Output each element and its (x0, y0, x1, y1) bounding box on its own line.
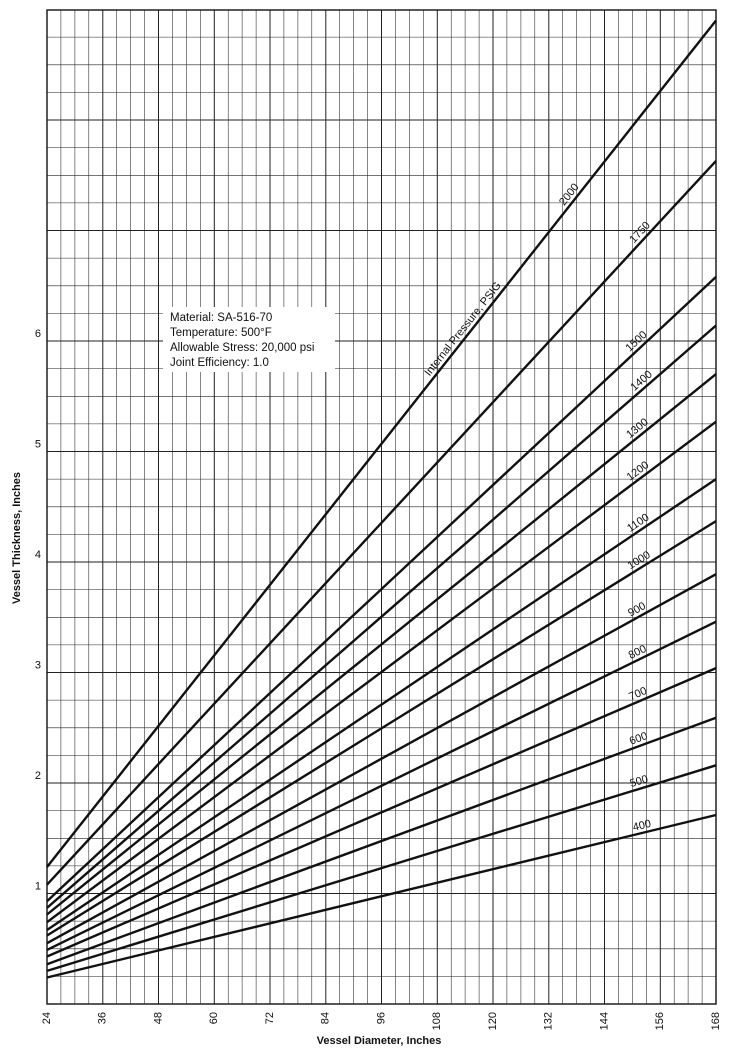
temperature-note: Temperature: 500°F (170, 327, 272, 339)
pressure-curve-400 (46, 813, 717, 979)
x-tick-label-96: 96 (375, 1012, 387, 1024)
x-tick-label-72: 72 (264, 1012, 276, 1024)
specification-box-background (163, 307, 335, 372)
plot-frame (46, 9, 717, 1005)
pressure-curve-500 (46, 764, 717, 973)
pressure-curve-1200 (46, 420, 717, 924)
pressure-curve-1300 (46, 373, 717, 916)
pressure-curve-600 (46, 716, 717, 966)
pressure-curve-label-600: 600 (628, 730, 649, 748)
joint-efficiency-note: Joint Efficiency: 1.0 (170, 357, 269, 369)
pressure-curve-1000 (46, 520, 717, 937)
x-tick-label-156: 156 (654, 1012, 666, 1030)
pressure-curve-900 (46, 573, 717, 945)
pressure-curve-label-500: 500 (629, 773, 650, 790)
y-axis-label: Vessel Thickness, Inches (11, 472, 23, 604)
pressure-curve-700 (46, 666, 717, 958)
x-tick-label-48: 48 (152, 1012, 164, 1024)
y-tick-label-6: 6 (35, 328, 41, 340)
x-tick-label-60: 60 (208, 1012, 220, 1024)
pressure-curve-label-400: 400 (632, 818, 653, 834)
x-tick-label-36: 36 (97, 1012, 109, 1024)
y-axis-tick-labels: 1 2 3 4 5 6 (35, 328, 41, 893)
y-tick-label-4: 4 (35, 549, 41, 561)
x-tick-label-24: 24 (41, 1012, 53, 1024)
x-tick-label-120: 120 (487, 1012, 499, 1030)
pressure-curve-2000 (46, 19, 717, 868)
material-note: Material: SA-516-70 (170, 312, 272, 324)
allowable-stress-note: Allowable Stress: 20,000 psi (170, 342, 314, 354)
x-axis-tick-labels: 24 36 48 60 72 84 96 108 120 132 144 156 168 (41, 1012, 722, 1030)
y-tick-label-1: 1 (35, 881, 41, 893)
major-gridlines (47, 10, 716, 1004)
x-tick-label-168: 168 (710, 1012, 722, 1030)
pressure-curve-800 (46, 620, 717, 951)
x-tick-label-132: 132 (543, 1012, 555, 1030)
x-tick-label-108: 108 (431, 1012, 443, 1030)
x-axis-label: Vessel Diameter, Inches (317, 1035, 442, 1047)
y-tick-label-5: 5 (35, 439, 41, 451)
pressure-curve-1750 (46, 160, 717, 886)
pressure-curves (46, 19, 717, 979)
specification-box: Material: SA-516-70 Temperature: 500°F A… (163, 307, 335, 372)
y-tick-label-2: 2 (35, 770, 41, 782)
pressure-curve-1100 (46, 478, 717, 931)
x-tick-label-144: 144 (598, 1012, 610, 1030)
pressure-curve-1500 (46, 276, 717, 903)
pressure-curve-1400 (46, 324, 717, 909)
y-tick-label-3: 3 (35, 660, 41, 672)
x-tick-label-84: 84 (320, 1012, 332, 1024)
